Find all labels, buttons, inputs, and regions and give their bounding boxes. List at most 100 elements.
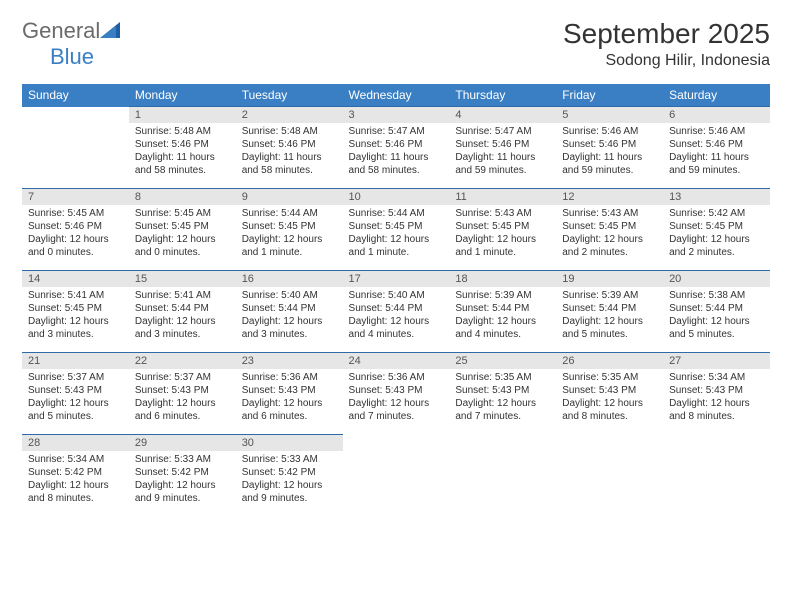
sunrise-text: Sunrise: 5:40 AM bbox=[242, 289, 337, 302]
daylight-text: Daylight: 12 hours and 7 minutes. bbox=[455, 397, 550, 423]
sunset-text: Sunset: 5:46 PM bbox=[669, 138, 764, 151]
day-number: 18 bbox=[449, 271, 556, 287]
weekday-header: Sunday bbox=[22, 84, 129, 107]
location-label: Sodong Hilir, Indonesia bbox=[563, 52, 770, 70]
sunset-text: Sunset: 5:45 PM bbox=[349, 220, 444, 233]
calendar-cell: 6Sunrise: 5:46 AMSunset: 5:46 PMDaylight… bbox=[663, 107, 770, 189]
sunset-text: Sunset: 5:46 PM bbox=[455, 138, 550, 151]
weekday-header: Tuesday bbox=[236, 84, 343, 107]
day-number: 12 bbox=[556, 189, 663, 205]
daylight-text: Daylight: 12 hours and 5 minutes. bbox=[562, 315, 657, 341]
calendar-cell: 22Sunrise: 5:37 AMSunset: 5:43 PMDayligh… bbox=[129, 353, 236, 435]
calendar-cell: 25Sunrise: 5:35 AMSunset: 5:43 PMDayligh… bbox=[449, 353, 556, 435]
day-body: Sunrise: 5:36 AMSunset: 5:43 PMDaylight:… bbox=[236, 369, 343, 427]
calendar-cell: 18Sunrise: 5:39 AMSunset: 5:44 PMDayligh… bbox=[449, 271, 556, 353]
sunset-text: Sunset: 5:46 PM bbox=[242, 138, 337, 151]
sunset-text: Sunset: 5:42 PM bbox=[28, 466, 123, 479]
daylight-text: Daylight: 12 hours and 8 minutes. bbox=[28, 479, 123, 505]
daylight-text: Daylight: 12 hours and 1 minute. bbox=[349, 233, 444, 259]
day-number: 27 bbox=[663, 353, 770, 369]
sunrise-text: Sunrise: 5:38 AM bbox=[669, 289, 764, 302]
sail-icon bbox=[100, 20, 122, 38]
day-body: Sunrise: 5:34 AMSunset: 5:42 PMDaylight:… bbox=[22, 451, 129, 509]
day-number: 21 bbox=[22, 353, 129, 369]
sunset-text: Sunset: 5:42 PM bbox=[135, 466, 230, 479]
daylight-text: Daylight: 12 hours and 1 minute. bbox=[242, 233, 337, 259]
calendar-cell: 29Sunrise: 5:33 AMSunset: 5:42 PMDayligh… bbox=[129, 435, 236, 517]
sunrise-text: Sunrise: 5:48 AM bbox=[242, 125, 337, 138]
calendar-cell: 19Sunrise: 5:39 AMSunset: 5:44 PMDayligh… bbox=[556, 271, 663, 353]
day-number: 2 bbox=[236, 107, 343, 123]
day-body: Sunrise: 5:38 AMSunset: 5:44 PMDaylight:… bbox=[663, 287, 770, 345]
calendar-cell: 23Sunrise: 5:36 AMSunset: 5:43 PMDayligh… bbox=[236, 353, 343, 435]
day-body: Sunrise: 5:40 AMSunset: 5:44 PMDaylight:… bbox=[343, 287, 450, 345]
sunset-text: Sunset: 5:45 PM bbox=[562, 220, 657, 233]
day-body: Sunrise: 5:34 AMSunset: 5:43 PMDaylight:… bbox=[663, 369, 770, 427]
day-body: Sunrise: 5:35 AMSunset: 5:43 PMDaylight:… bbox=[449, 369, 556, 427]
daylight-text: Daylight: 12 hours and 6 minutes. bbox=[242, 397, 337, 423]
day-number: 7 bbox=[22, 189, 129, 205]
calendar-cell: 24Sunrise: 5:36 AMSunset: 5:43 PMDayligh… bbox=[343, 353, 450, 435]
day-body: Sunrise: 5:47 AMSunset: 5:46 PMDaylight:… bbox=[343, 123, 450, 181]
day-number: 15 bbox=[129, 271, 236, 287]
day-body: Sunrise: 5:37 AMSunset: 5:43 PMDaylight:… bbox=[129, 369, 236, 427]
sunrise-text: Sunrise: 5:39 AM bbox=[455, 289, 550, 302]
calendar-cell: 1Sunrise: 5:48 AMSunset: 5:46 PMDaylight… bbox=[129, 107, 236, 189]
sunset-text: Sunset: 5:43 PM bbox=[135, 384, 230, 397]
sunset-text: Sunset: 5:44 PM bbox=[242, 302, 337, 315]
sunset-text: Sunset: 5:43 PM bbox=[562, 384, 657, 397]
day-number: 10 bbox=[343, 189, 450, 205]
daylight-text: Daylight: 11 hours and 59 minutes. bbox=[669, 151, 764, 177]
calendar-cell bbox=[449, 435, 556, 517]
daylight-text: Daylight: 12 hours and 9 minutes. bbox=[135, 479, 230, 505]
calendar-cell: 26Sunrise: 5:35 AMSunset: 5:43 PMDayligh… bbox=[556, 353, 663, 435]
day-number: 30 bbox=[236, 435, 343, 451]
sunset-text: Sunset: 5:45 PM bbox=[669, 220, 764, 233]
daylight-text: Daylight: 11 hours and 58 minutes. bbox=[135, 151, 230, 177]
calendar-row: 28Sunrise: 5:34 AMSunset: 5:42 PMDayligh… bbox=[22, 435, 770, 517]
daylight-text: Daylight: 12 hours and 9 minutes. bbox=[242, 479, 337, 505]
sunset-text: Sunset: 5:44 PM bbox=[562, 302, 657, 315]
daylight-text: Daylight: 12 hours and 8 minutes. bbox=[562, 397, 657, 423]
weekday-header: Friday bbox=[556, 84, 663, 107]
day-number: 14 bbox=[22, 271, 129, 287]
day-body: Sunrise: 5:41 AMSunset: 5:44 PMDaylight:… bbox=[129, 287, 236, 345]
calendar-cell: 4Sunrise: 5:47 AMSunset: 5:46 PMDaylight… bbox=[449, 107, 556, 189]
title-block: September 2025 Sodong Hilir, Indonesia bbox=[563, 18, 770, 70]
daylight-text: Daylight: 12 hours and 2 minutes. bbox=[562, 233, 657, 259]
calendar-cell: 28Sunrise: 5:34 AMSunset: 5:42 PMDayligh… bbox=[22, 435, 129, 517]
day-number: 24 bbox=[343, 353, 450, 369]
daylight-text: Daylight: 12 hours and 1 minute. bbox=[455, 233, 550, 259]
sunset-text: Sunset: 5:43 PM bbox=[349, 384, 444, 397]
calendar-cell: 7Sunrise: 5:45 AMSunset: 5:46 PMDaylight… bbox=[22, 189, 129, 271]
day-body: Sunrise: 5:41 AMSunset: 5:45 PMDaylight:… bbox=[22, 287, 129, 345]
calendar-cell: 10Sunrise: 5:44 AMSunset: 5:45 PMDayligh… bbox=[343, 189, 450, 271]
calendar-cell: 15Sunrise: 5:41 AMSunset: 5:44 PMDayligh… bbox=[129, 271, 236, 353]
sunset-text: Sunset: 5:46 PM bbox=[135, 138, 230, 151]
calendar-cell bbox=[663, 435, 770, 517]
sunrise-text: Sunrise: 5:45 AM bbox=[135, 207, 230, 220]
sunrise-text: Sunrise: 5:41 AM bbox=[135, 289, 230, 302]
daylight-text: Daylight: 11 hours and 59 minutes. bbox=[562, 151, 657, 177]
sunrise-text: Sunrise: 5:48 AM bbox=[135, 125, 230, 138]
day-number: 5 bbox=[556, 107, 663, 123]
daylight-text: Daylight: 12 hours and 5 minutes. bbox=[28, 397, 123, 423]
calendar-row: 7Sunrise: 5:45 AMSunset: 5:46 PMDaylight… bbox=[22, 189, 770, 271]
calendar-cell: 14Sunrise: 5:41 AMSunset: 5:45 PMDayligh… bbox=[22, 271, 129, 353]
brand-main: General bbox=[22, 18, 100, 43]
day-body: Sunrise: 5:33 AMSunset: 5:42 PMDaylight:… bbox=[236, 451, 343, 509]
sunrise-text: Sunrise: 5:36 AM bbox=[349, 371, 444, 384]
page-header: General Blue September 2025 Sodong Hilir… bbox=[22, 18, 770, 70]
daylight-text: Daylight: 12 hours and 7 minutes. bbox=[349, 397, 444, 423]
sunrise-text: Sunrise: 5:35 AM bbox=[562, 371, 657, 384]
brand-sub: Blue bbox=[22, 44, 94, 69]
sunrise-text: Sunrise: 5:47 AM bbox=[455, 125, 550, 138]
day-body: Sunrise: 5:36 AMSunset: 5:43 PMDaylight:… bbox=[343, 369, 450, 427]
day-body: Sunrise: 5:46 AMSunset: 5:46 PMDaylight:… bbox=[556, 123, 663, 181]
sunrise-text: Sunrise: 5:43 AM bbox=[455, 207, 550, 220]
day-body: Sunrise: 5:39 AMSunset: 5:44 PMDaylight:… bbox=[556, 287, 663, 345]
calendar-cell: 13Sunrise: 5:42 AMSunset: 5:45 PMDayligh… bbox=[663, 189, 770, 271]
calendar-cell: 21Sunrise: 5:37 AMSunset: 5:43 PMDayligh… bbox=[22, 353, 129, 435]
calendar-body: 1Sunrise: 5:48 AMSunset: 5:46 PMDaylight… bbox=[22, 107, 770, 517]
day-body: Sunrise: 5:35 AMSunset: 5:43 PMDaylight:… bbox=[556, 369, 663, 427]
